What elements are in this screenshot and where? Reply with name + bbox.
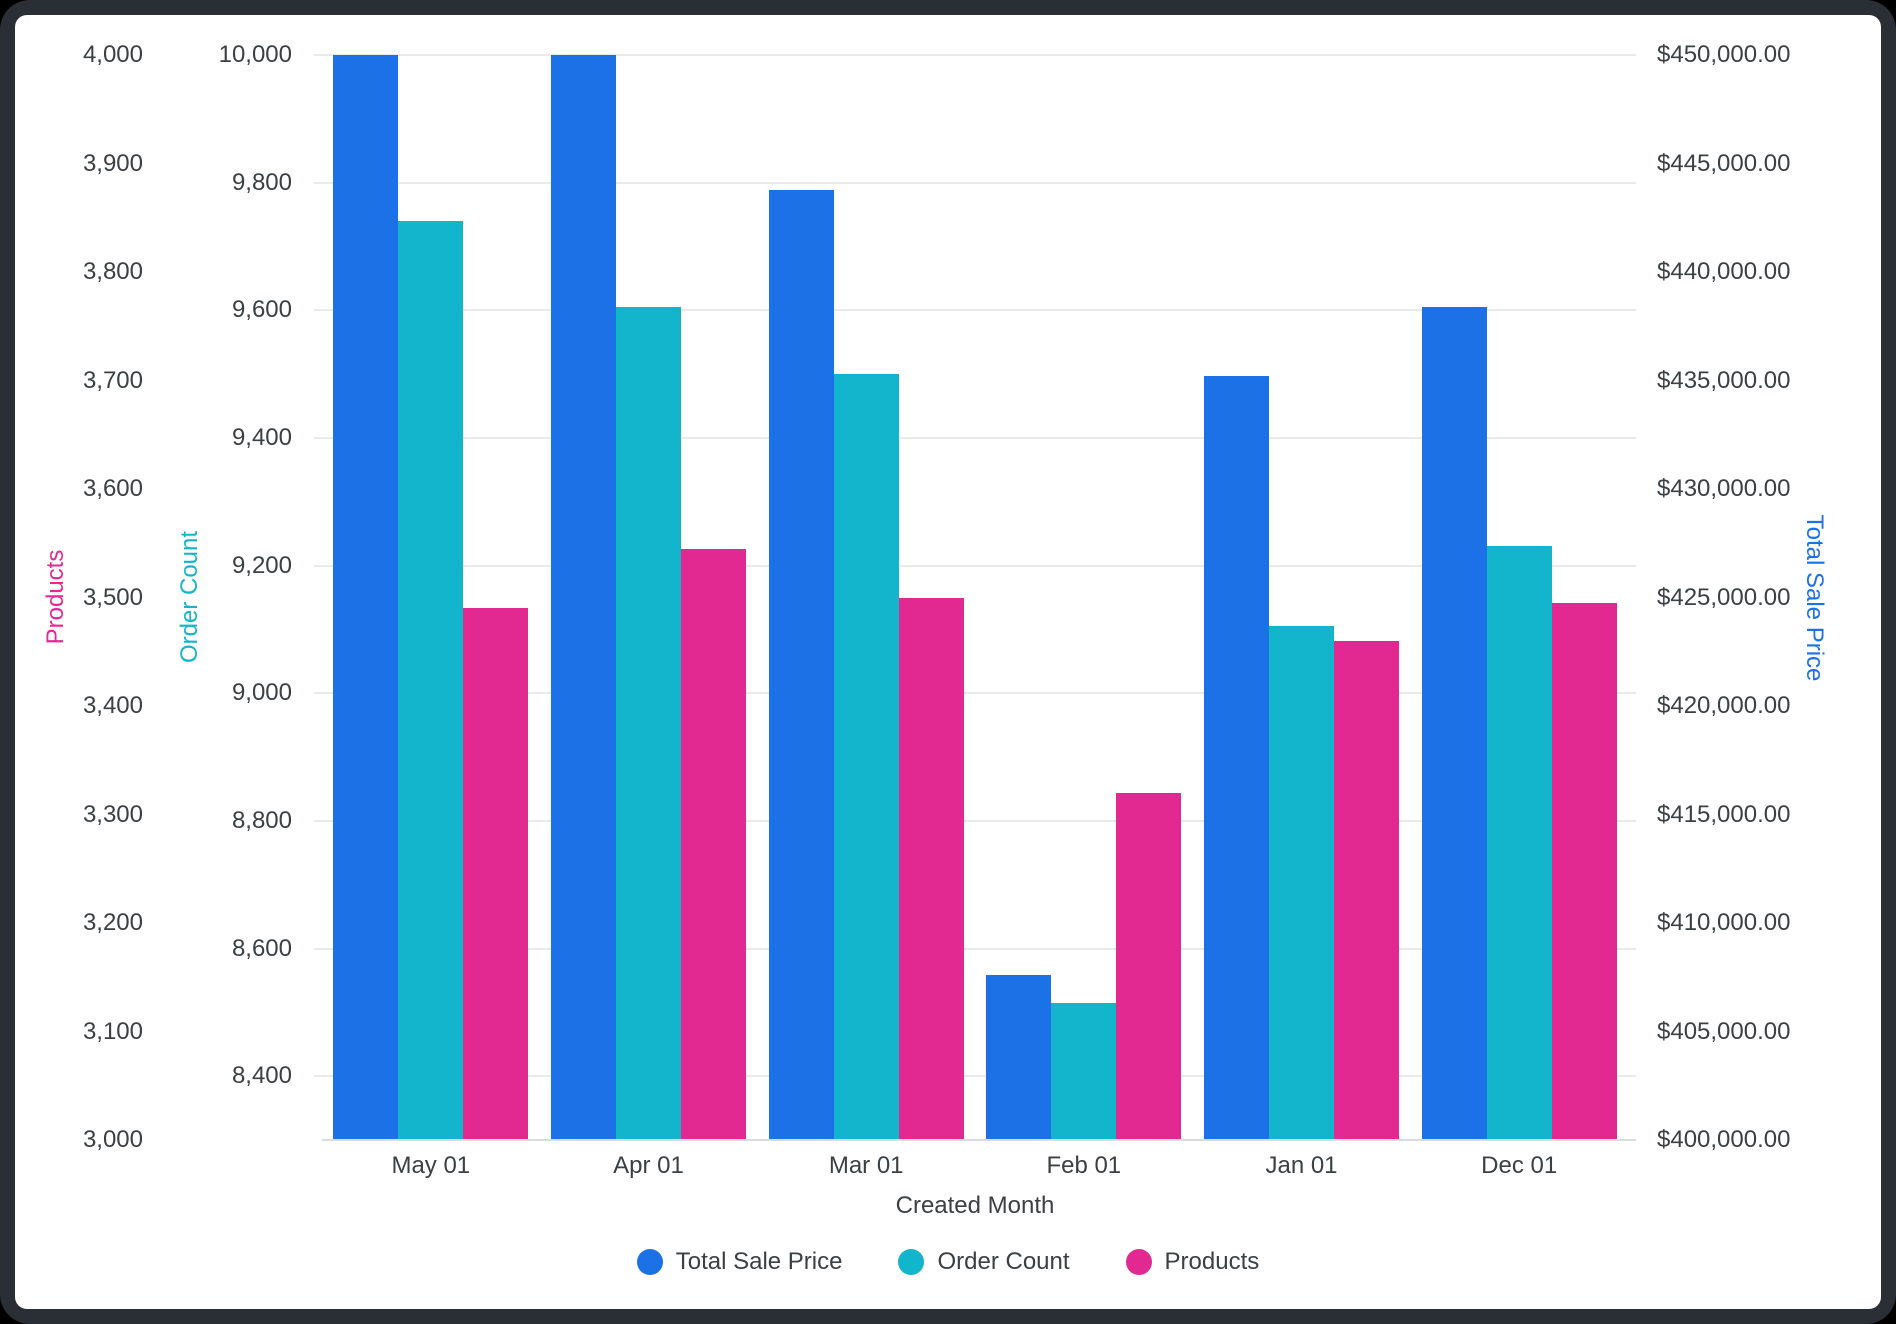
products-tick-label: 3,000 xyxy=(82,1126,143,1153)
products-tick-label: 3,400 xyxy=(82,692,143,719)
legend-item-products[interactable]: Products xyxy=(1125,1248,1260,1276)
products-tick-label: 3,100 xyxy=(82,1018,143,1045)
order-count-tick-label: 8,400 xyxy=(231,1062,292,1089)
order-count-tick-label: 9,400 xyxy=(231,424,292,451)
total-sale-price-tick-label: $445,000.00 xyxy=(1657,150,1791,177)
order-count-tick-label: 10,000 xyxy=(218,41,292,68)
bar-order-count-feb-01[interactable] xyxy=(1051,1002,1117,1140)
x-tick-label: Apr 01 xyxy=(613,1152,684,1179)
products-tick-label: 3,200 xyxy=(82,909,143,936)
gridline xyxy=(314,181,1636,184)
order-count-axis-title: Order Count xyxy=(176,530,203,664)
x-axis-title: Created Month xyxy=(895,1192,1055,1219)
products-tick-label: 3,500 xyxy=(82,584,143,611)
total-sale-price-tick-label: $430,000.00 xyxy=(1657,475,1791,502)
order-count-tick-label: 8,800 xyxy=(231,807,292,834)
total-sale-price-tick-label: $425,000.00 xyxy=(1657,584,1791,611)
x-tick-label: May 01 xyxy=(391,1152,471,1179)
bar-total-sale-price-jan-01[interactable] xyxy=(1204,376,1269,1140)
legend-item-order-count[interactable]: Order Count xyxy=(898,1248,1070,1276)
legend-label: Products xyxy=(1164,1248,1260,1275)
bar-products-may-01[interactable] xyxy=(463,608,529,1140)
total-sale-price-tick-label: $435,000.00 xyxy=(1657,367,1791,394)
bar-order-count-jan-01[interactable] xyxy=(1269,626,1334,1140)
x-tick-label: Dec 01 xyxy=(1481,1152,1558,1179)
x-tick-label: Feb 01 xyxy=(1046,1152,1122,1179)
total-sale-price-tick-label: $415,000.00 xyxy=(1657,801,1791,828)
products-tick-label: 4,000 xyxy=(82,41,143,68)
bar-total-sale-price-apr-01[interactable] xyxy=(551,55,616,1140)
bar-total-sale-price-mar-01[interactable] xyxy=(768,189,834,1140)
bar-products-apr-01[interactable] xyxy=(681,548,746,1140)
bar-order-count-mar-01[interactable] xyxy=(833,374,899,1140)
order-count-tick-label: 8,600 xyxy=(231,935,292,962)
legend-label: Total Sale Price xyxy=(675,1248,843,1275)
bar-total-sale-price-feb-01[interactable] xyxy=(986,975,1052,1140)
legend-label: Order Count xyxy=(937,1248,1070,1275)
legend-swatch-icon xyxy=(898,1249,925,1275)
bar-products-feb-01[interactable] xyxy=(1116,792,1182,1140)
bar-products-mar-01[interactable] xyxy=(898,597,964,1140)
order-count-tick-label: 9,800 xyxy=(231,169,292,196)
products-tick-label: 3,700 xyxy=(82,367,143,394)
legend: Total Sale Price Order Count Products xyxy=(0,1248,1896,1276)
order-count-tick-label: 9,200 xyxy=(231,552,292,579)
x-tick-label: Mar 01 xyxy=(828,1152,904,1179)
legend-item-total-sale-price[interactable]: Total Sale Price xyxy=(636,1248,843,1276)
bar-products-jan-01[interactable] xyxy=(1334,640,1399,1140)
products-tick-label: 3,800 xyxy=(82,258,143,285)
bar-total-sale-price-may-01[interactable] xyxy=(333,55,399,1140)
gridline xyxy=(314,54,1636,56)
order-count-tick-label: 9,000 xyxy=(231,679,292,706)
bar-order-count-apr-01[interactable] xyxy=(616,307,681,1140)
bar-products-dec-01[interactable] xyxy=(1551,602,1617,1140)
bar-order-count-dec-01[interactable] xyxy=(1486,546,1552,1140)
total-sale-price-tick-label: $405,000.00 xyxy=(1657,1018,1791,1045)
legend-swatch-icon xyxy=(636,1249,663,1275)
total-sale-price-tick-label: $440,000.00 xyxy=(1657,258,1791,285)
bar-order-count-may-01[interactable] xyxy=(398,220,464,1140)
legend-swatch-icon xyxy=(1125,1249,1152,1275)
bar-total-sale-price-dec-01[interactable] xyxy=(1421,306,1487,1140)
total-sale-price-tick-label: $410,000.00 xyxy=(1657,909,1791,936)
products-tick-label: 3,600 xyxy=(82,475,143,502)
products-axis-title: Products xyxy=(42,549,69,645)
products-tick-label: 3,300 xyxy=(82,801,143,828)
total-sale-price-tick-label: $450,000.00 xyxy=(1657,41,1791,68)
products-tick-label: 3,900 xyxy=(82,150,143,177)
total-sale-price-tick-label: $420,000.00 xyxy=(1657,692,1791,719)
total-sale-price-axis-title: Total Sale Price xyxy=(1801,514,1828,682)
order-count-tick-label: 9,600 xyxy=(231,296,292,323)
total-sale-price-tick-label: $400,000.00 xyxy=(1657,1126,1791,1153)
x-tick-label: Jan 01 xyxy=(1265,1152,1338,1179)
